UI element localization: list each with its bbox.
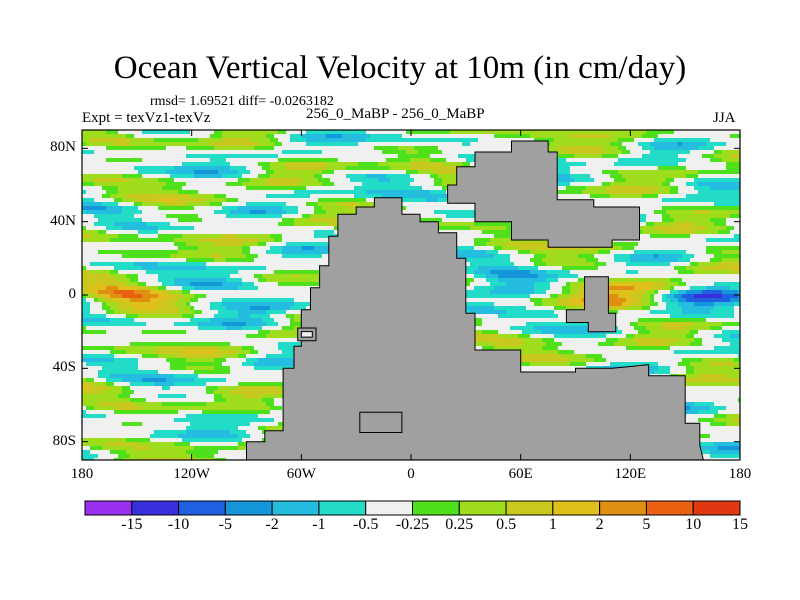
landmass-3 <box>359 411 403 433</box>
colorbar-swatch <box>552 500 601 516</box>
x-tick-label: 0 <box>407 466 415 482</box>
y-tick-label: 40N <box>50 212 76 229</box>
land-mask <box>246 140 704 460</box>
y-tick-label: 0 <box>68 286 77 302</box>
colorbar-swatch <box>84 500 133 516</box>
colorbar-label: 1 <box>548 516 557 533</box>
x-tick-label: 120E <box>614 466 647 482</box>
stats-text: rmsd= 1.69521 diff= -0.0263182 <box>150 94 334 109</box>
colorbar-swatch <box>224 500 273 516</box>
x-tick-label: 60W <box>286 466 316 482</box>
colorbar <box>84 500 741 516</box>
colorbar-swatch <box>178 500 226 516</box>
y-tick-label: 80N <box>50 139 76 156</box>
colorbar-label: -10 <box>167 516 190 533</box>
colorbar-swatch <box>365 500 414 516</box>
colorbar-label: 5 <box>642 516 651 533</box>
axis-ticks <box>81 130 741 460</box>
x-tick-label: 60E <box>508 466 533 482</box>
chart-title: Ocean Vertical Velocity at 10m (in cm/da… <box>113 50 687 86</box>
colorbar-label: 15 <box>732 516 748 533</box>
colorbar-swatch <box>271 500 320 516</box>
colorbar-label: 10 <box>685 516 702 533</box>
colorbar-label: -15 <box>121 516 143 533</box>
landmass-2 <box>565 276 617 333</box>
season-label: JJA <box>713 110 736 126</box>
colorbar-swatch <box>458 500 507 516</box>
colorbar-swatch <box>318 500 367 516</box>
colorbar-swatch <box>692 500 741 516</box>
y-tick-label: 40S <box>52 359 76 376</box>
colorbar-label: 2 <box>595 516 604 533</box>
colorbar-label: -0.5 <box>353 516 379 533</box>
colorbar-swatch <box>505 500 554 516</box>
lake <box>300 331 313 338</box>
colorbar-swatch <box>599 500 647 516</box>
colorbar-swatch <box>412 500 460 516</box>
colorbar-label: 0.5 <box>496 516 517 533</box>
x-tick-label: 120W <box>173 466 210 482</box>
colorbar-label: -0.25 <box>395 516 430 533</box>
colorbar-label: -1 <box>312 516 326 533</box>
colorbar-label: -2 <box>265 516 279 533</box>
x-tick-label: 180 <box>728 466 752 482</box>
landmass-0 <box>246 197 704 460</box>
x-tick-label: 180 <box>70 466 94 482</box>
colorbar-swatch <box>645 500 694 516</box>
y-tick-label: 80S <box>52 432 76 449</box>
colorbar-swatch <box>131 500 180 516</box>
colorbar-label: -5 <box>218 516 232 533</box>
case-label: 256_0_MaBP - 256_0_MaBP <box>306 106 485 122</box>
landmass-1 <box>447 140 640 248</box>
colorbar-label: 0.25 <box>445 516 474 533</box>
experiment-label: Expt = texVz1-texVz <box>82 110 211 126</box>
